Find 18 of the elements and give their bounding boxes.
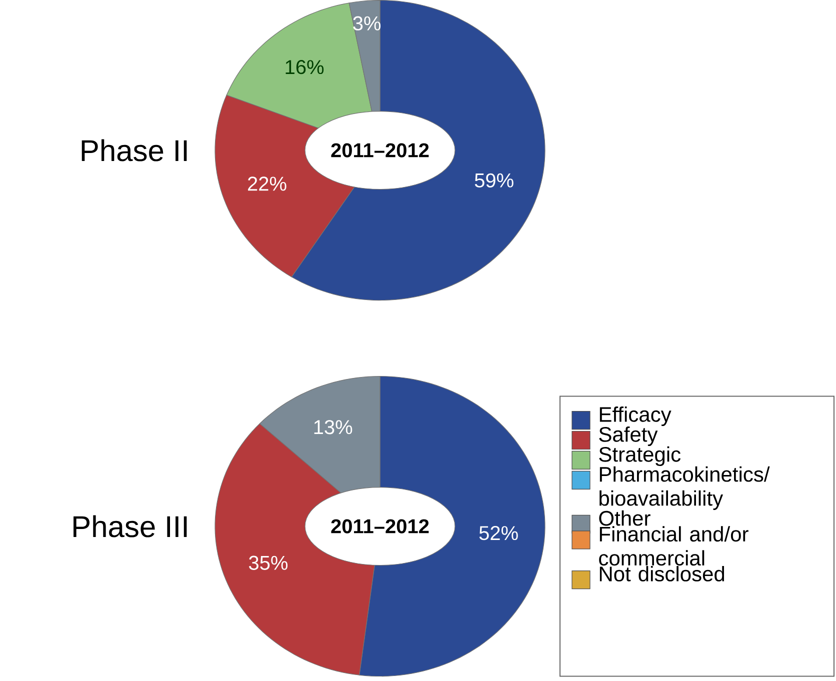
data-label: 52% <box>479 526 518 540</box>
legend-label: Not disclosed <box>600 566 724 582</box>
data-label: 16% <box>286 60 324 74</box>
text: 2011–2012 <box>331 519 429 534</box>
data-label: 59% <box>474 173 514 188</box>
data-label: 3% <box>353 16 381 30</box>
legend-label: Strategic <box>599 446 681 466</box>
data-label: 13% <box>314 420 352 434</box>
legend-label: Financial and/or commercial <box>599 526 748 566</box>
text: Phase II <box>82 139 187 162</box>
legend-label: Pharmacokinetics/ bioavailability <box>600 466 770 510</box>
data-label: 22% <box>248 176 286 191</box>
text: Phase III <box>74 515 187 538</box>
data-label: 35% <box>248 556 288 570</box>
legend-label: Safety <box>599 426 658 446</box>
text: 2011–2012 <box>331 143 429 158</box>
legend-label: Other <box>599 510 650 526</box>
legend-label: Efficacy <box>600 406 672 426</box>
